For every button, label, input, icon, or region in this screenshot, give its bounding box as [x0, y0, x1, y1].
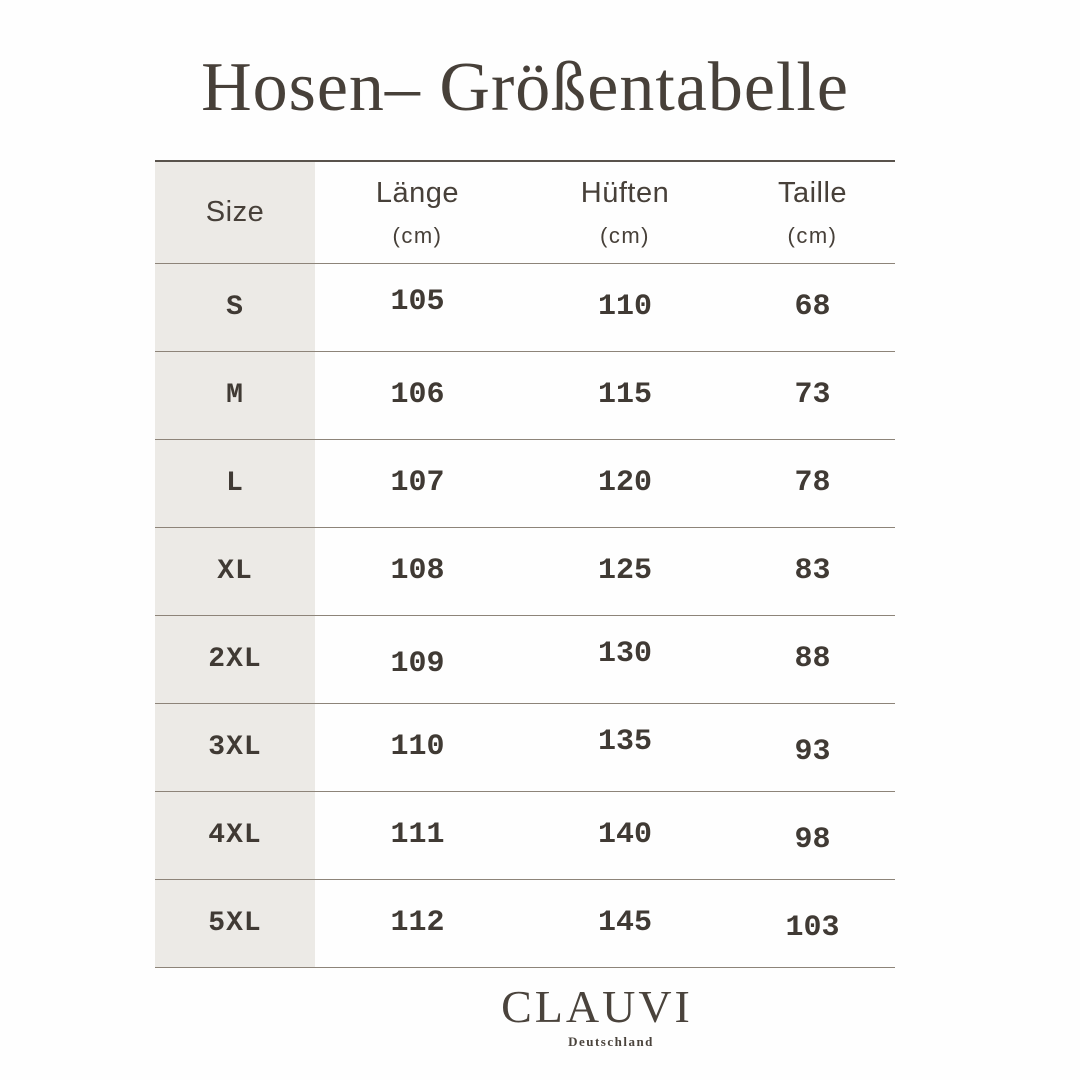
laenge-cell: 110	[390, 730, 445, 765]
laenge-cell: 109	[390, 647, 445, 682]
column-unit: (cm)	[600, 222, 650, 248]
table-row-xl: XL 108 125 83	[155, 527, 895, 616]
size-cell: 5XL	[155, 879, 315, 967]
table-row-4xl: 4XL 111 140 98	[155, 791, 895, 880]
size-cell: M	[155, 351, 315, 439]
laenge-cell: 108	[390, 554, 445, 589]
taille-cell: 78	[794, 466, 831, 501]
table-header-row: Size Länge (cm) Hüften (cm) Taille (cm)	[155, 161, 895, 264]
laenge-cell: 106	[390, 378, 445, 413]
column-header-laenge: Länge (cm)	[315, 162, 520, 263]
laenge-cell: 107	[390, 466, 445, 501]
hueften-cell: 140	[597, 818, 652, 853]
size-cell: 4XL	[155, 791, 315, 879]
laenge-cell: 112	[390, 906, 445, 941]
table-row-2xl: 2XL 109 130 88	[155, 615, 895, 704]
taille-cell: 103	[785, 911, 840, 946]
size-cell: 3XL	[155, 703, 315, 791]
column-header-size: Size	[155, 161, 315, 263]
size-cell: XL	[155, 527, 315, 615]
hueften-cell: 115	[597, 378, 652, 413]
hueften-cell: 130	[597, 637, 652, 672]
laenge-cell: 111	[390, 818, 445, 853]
brand-footer: CLAUVI Deutschland	[227, 980, 967, 1050]
table-row-3xl: 3XL 110 135 93	[155, 703, 895, 792]
hueften-cell: 135	[597, 725, 652, 760]
taille-cell: 68	[794, 290, 831, 325]
column-unit: (cm)	[787, 222, 838, 248]
column-header-taille: Taille (cm)	[730, 162, 895, 263]
hueften-cell: 120	[597, 466, 652, 501]
size-table: Size Länge (cm) Hüften (cm) Taille (cm) …	[155, 159, 895, 968]
taille-cell: 83	[794, 554, 831, 589]
brand-name: CLAUVI	[501, 980, 693, 1032]
table-row-l: L 107 120 78	[155, 439, 895, 528]
table-row-m: M 106 115 73	[155, 351, 895, 440]
column-unit: (cm)	[392, 222, 443, 248]
table-row-5xl: 5XL 112 145 103	[155, 879, 895, 968]
size-cell: S	[155, 263, 315, 351]
taille-cell: 73	[794, 378, 831, 413]
brand-country: Deutschland	[568, 1033, 654, 1049]
taille-cell: 98	[794, 823, 831, 858]
laenge-cell: 105	[390, 285, 445, 320]
hueften-cell: 125	[597, 554, 652, 589]
taille-cell: 93	[794, 735, 831, 770]
column-label: Hüften	[580, 176, 670, 209]
taille-cell: 88	[794, 642, 831, 677]
hueften-cell: 145	[597, 906, 652, 941]
column-label: Länge	[375, 176, 460, 209]
page-title: Hosen– Größentabelle	[201, 49, 849, 126]
hueften-cell: 110	[597, 290, 652, 325]
size-cell: 2XL	[155, 615, 315, 703]
size-cell: L	[155, 439, 315, 527]
table-row-s: S 105 110 68	[155, 263, 895, 352]
column-label: Taille	[777, 176, 848, 209]
column-header-hueften: Hüften (cm)	[520, 162, 730, 263]
